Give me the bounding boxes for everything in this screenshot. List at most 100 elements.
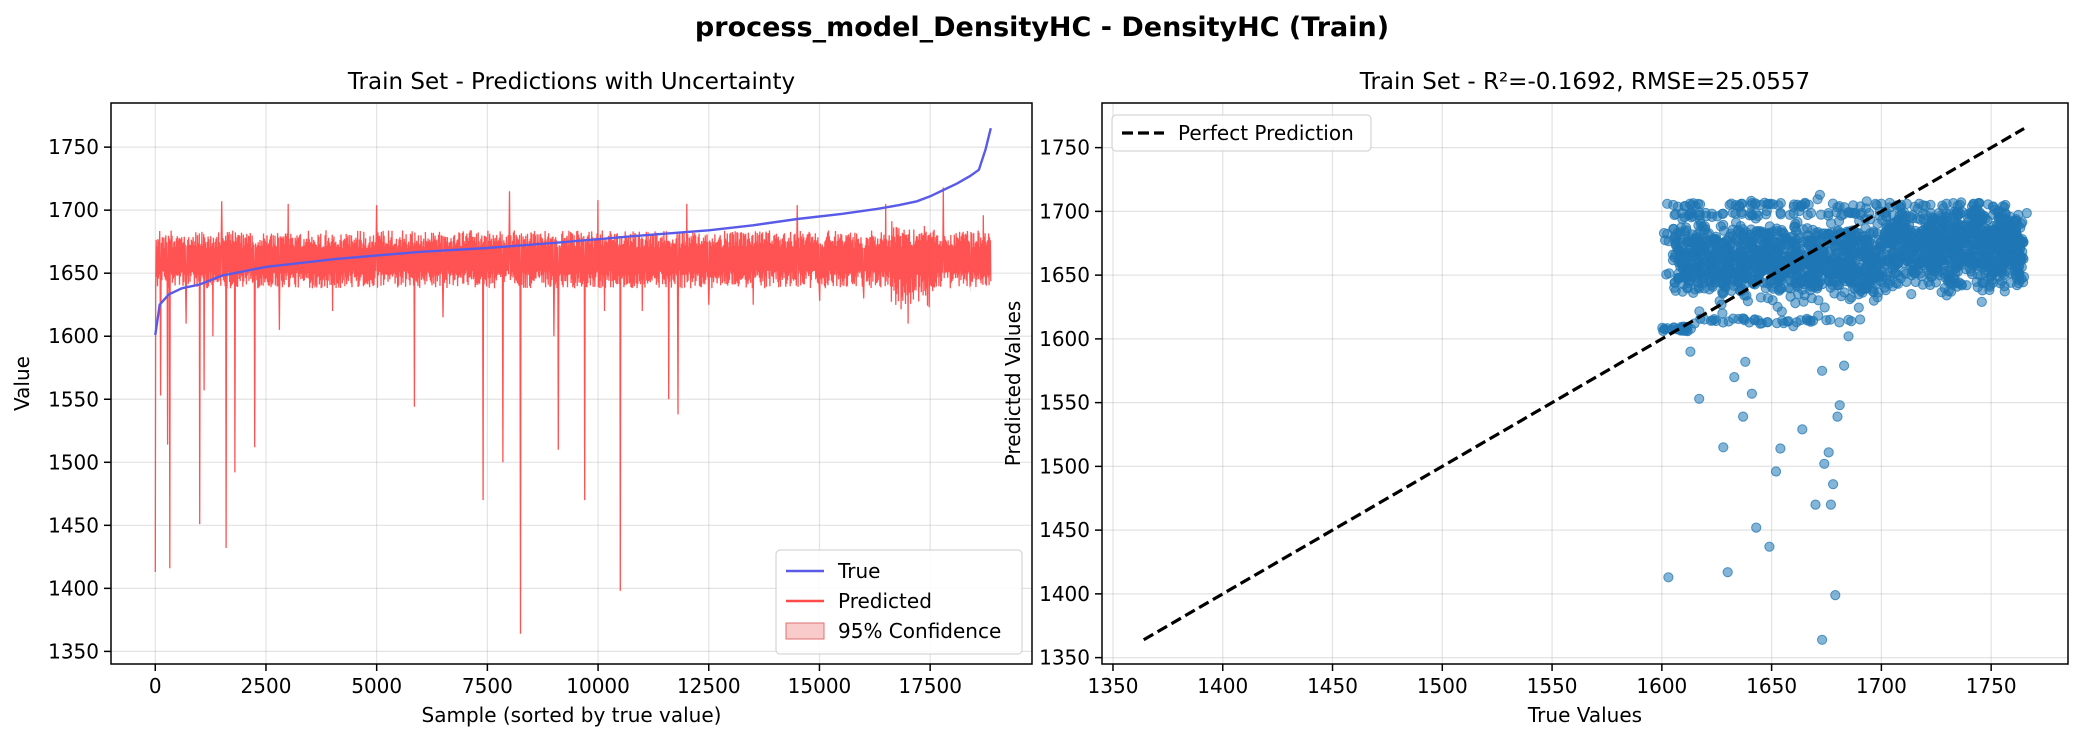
x-tick-label: 1700: [1856, 674, 1907, 698]
scatter-point: [1749, 314, 1760, 325]
right-x-axis-label: True Values: [1527, 703, 1642, 727]
scatter-point: [1729, 257, 1740, 269]
scatter-point: [1997, 214, 2008, 225]
x-tick-label: 17500: [898, 674, 962, 698]
scatter-point: [1954, 256, 1965, 268]
scatter-point: [1783, 238, 1794, 249]
scatter-point: [1740, 356, 1751, 367]
scatter-point: [1775, 443, 1786, 454]
scatter-point: [1933, 244, 1944, 255]
scatter-point: [1699, 225, 1710, 236]
legend-box: [1111, 114, 1372, 152]
legend-label: Predicted: [838, 589, 932, 613]
scatter-point: [1738, 411, 1749, 422]
left-x-axis-ticks: 0 2500 5000 7500 10000 12500 15000 17500: [149, 664, 962, 698]
scatter-point: [1921, 238, 1933, 249]
right-legend: Perfect Prediction: [1111, 114, 1372, 152]
scatter-point: [1755, 267, 1766, 278]
x-tick-label: 0: [149, 674, 162, 698]
scatter-point: [1663, 236, 1674, 247]
y-tick-label: 1600: [1039, 327, 1090, 351]
scatter-point: [1850, 207, 1861, 218]
scatter-point: [1850, 244, 1861, 255]
y-tick-label: 1700: [48, 198, 99, 222]
scatter-point: [1817, 634, 1828, 645]
scatter-point: [1819, 302, 1830, 313]
scatter-point: [1861, 196, 1872, 207]
scatter-point: [1709, 277, 1721, 288]
scatter-point: [1875, 237, 1886, 248]
scatter-point: [1941, 208, 1952, 219]
scatter-point: [1963, 225, 1974, 236]
scatter-point: [1659, 324, 1670, 335]
y-tick-label: 1400: [1039, 582, 1090, 606]
scatter-point: [1806, 237, 1817, 248]
y-tick-label: 1600: [48, 324, 99, 348]
scatter-point: [1814, 189, 1826, 200]
scatter-point: [1995, 234, 2006, 245]
y-tick-label: 1500: [48, 450, 99, 474]
scatter-point: [1901, 276, 1912, 287]
scatter-point: [1978, 234, 1989, 245]
y-tick-label: 1350: [48, 639, 99, 663]
x-tick-label: 1600: [1636, 674, 1687, 698]
scatter-point: [1746, 237, 1757, 248]
y-tick-label: 1450: [48, 513, 99, 537]
left-y-axis-label: Value: [10, 356, 34, 411]
scatter-point: [1774, 237, 1786, 248]
y-tick-label: 1450: [1039, 518, 1090, 542]
left-chart-frame: [110, 102, 1033, 665]
scatter-point: [1949, 217, 1960, 228]
right-chart-grid: [1102, 103, 2068, 664]
scatter-point: [1685, 346, 1696, 357]
y-tick-label: 1500: [1039, 454, 1090, 478]
scatter-point: [1727, 207, 1738, 218]
scatter-point: [1692, 198, 1704, 209]
scatter-point: [1924, 260, 1935, 271]
scatter-point: [1930, 277, 1942, 288]
scatter-point: [1898, 207, 1910, 218]
scatter-point: [1742, 270, 1753, 281]
scatter-point: [1771, 226, 1783, 237]
scatter-point: [1717, 308, 1728, 319]
scatter-point: [1910, 276, 1921, 288]
scatter-point: [1839, 360, 1850, 371]
scatter-point: [1700, 207, 1711, 218]
scatter-point: [1834, 317, 1845, 328]
x-tick-label: 1450: [1307, 674, 1358, 698]
scatter-point: [1663, 572, 1674, 583]
y-tick-label: 1550: [48, 387, 99, 411]
scatter-point: [1828, 479, 1839, 490]
scatter-point: [1841, 236, 1852, 248]
scatter-point: [1819, 458, 1830, 469]
perfect-prediction-dashline: [1142, 127, 2025, 642]
scatter-point: [1853, 302, 1864, 313]
scatter-point: [1741, 227, 1752, 238]
scatter-point: [1791, 225, 1802, 236]
scatter-point: [1809, 256, 1821, 267]
scatter-point: [1948, 198, 1959, 209]
true-line: [154, 127, 992, 336]
scatter-point: [1752, 226, 1763, 237]
scatter-point: [1718, 317, 1729, 328]
scatter-point: [1903, 247, 1915, 258]
legend-label: 95% Confidence: [838, 619, 1001, 643]
scatter-point: [1834, 400, 1845, 411]
scatter-point: [1817, 365, 1828, 376]
y-tick-label: 1650: [1039, 263, 1090, 287]
scatter-point: [1797, 424, 1808, 435]
scatter-point: [1832, 411, 1843, 422]
scatter-point: [1827, 198, 1839, 209]
scatter-point: [1977, 244, 1989, 255]
scatter-point: [1947, 279, 1958, 290]
scatter-point: [1674, 227, 1686, 238]
scatter-point: [1722, 567, 1733, 578]
scatter-point: [1843, 331, 1854, 342]
right-chart-panel: Train Set - R²=-0.1692, RMSE=25.0557 135…: [1001, 69, 2069, 727]
right-chart-frame: [1101, 102, 2069, 665]
figure-title: process_model_DensityHC - DensityHC (Tra…: [695, 12, 1389, 43]
scatter-point: [1889, 268, 1900, 279]
scatter-point: [1682, 236, 1693, 247]
legend-label: Perfect Prediction: [1178, 121, 1354, 145]
scatter-point: [1855, 314, 1866, 325]
